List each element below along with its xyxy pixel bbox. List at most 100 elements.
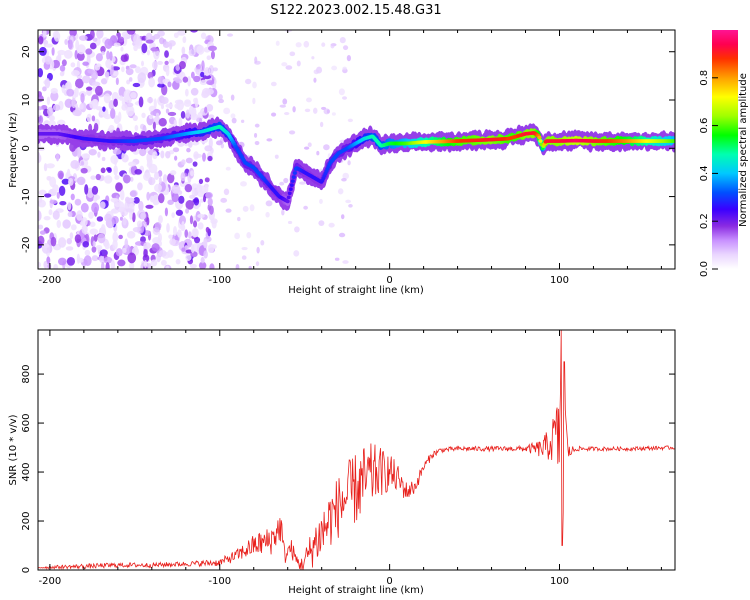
spectrogram-marks [38, 30, 675, 269]
noise-blob [255, 261, 260, 267]
noise-blob [91, 185, 99, 195]
noise-blob [76, 253, 80, 264]
noise-blob [38, 261, 42, 268]
noise-blob [94, 64, 101, 71]
noise-blob [57, 170, 64, 180]
noise-blob [147, 71, 154, 80]
noise-blob [244, 78, 252, 85]
noise-blob [129, 190, 137, 197]
noise-blob [200, 32, 207, 40]
noise-blob [146, 216, 150, 226]
noise-blob [215, 140, 223, 146]
noise-blob [76, 51, 85, 61]
noise-blob [241, 255, 247, 260]
noise-blob [44, 55, 52, 65]
noise-blob [115, 182, 123, 192]
noise-blob [48, 209, 53, 216]
noise-blob [71, 70, 80, 77]
noise-blob [125, 68, 134, 76]
noise-blob [152, 151, 158, 160]
noise-blob [227, 33, 234, 37]
noise-blob [124, 196, 131, 204]
noise-blob [190, 243, 195, 254]
noise-blob [97, 233, 106, 244]
noise-blob [140, 60, 145, 67]
noise-blob [106, 50, 110, 61]
noise-blob [65, 246, 74, 251]
noise-blob [70, 159, 80, 169]
noise-blob [342, 260, 349, 264]
noise-blob [200, 256, 205, 264]
noise-blob [38, 110, 41, 117]
noise-blob [122, 247, 127, 254]
noise-blob [150, 110, 158, 116]
noise-blob [174, 103, 181, 109]
noise-blob [289, 51, 296, 57]
y-tick-label: 0 [21, 145, 32, 151]
noise-blob [193, 153, 203, 159]
noise-blob [283, 112, 290, 116]
noise-blob [339, 37, 346, 44]
noise-blob [111, 208, 117, 214]
noise-blob [103, 113, 112, 120]
noise-blob [304, 108, 311, 113]
noise-blob [66, 88, 75, 97]
noise-blob [196, 45, 205, 55]
noise-blob [157, 60, 163, 65]
noise-blob [206, 103, 214, 112]
noise-blob [150, 259, 158, 267]
noise-blob [164, 60, 169, 65]
noise-blob [254, 133, 258, 138]
noise-blob [61, 59, 67, 67]
noise-blob [240, 181, 247, 187]
noise-blob [95, 53, 103, 62]
noise-blob [122, 217, 127, 226]
noise-blob [63, 49, 73, 59]
noise-blob [175, 79, 183, 84]
noise-blob [146, 97, 154, 104]
noise-blob [91, 202, 100, 214]
noise-blob [337, 188, 344, 195]
noise-blob [183, 100, 192, 107]
y-tick-label: 0 [21, 567, 32, 573]
noise-blob [165, 103, 173, 108]
y-tick-label: -10 [21, 188, 32, 204]
noise-blob [182, 76, 189, 83]
noise-blob [148, 177, 156, 186]
noise-blob [180, 172, 186, 182]
noise-blob [254, 60, 261, 65]
noise-blob [312, 107, 318, 114]
colorbar-tick-label: 0.8 [699, 70, 710, 86]
noise-blob [275, 40, 280, 46]
noise-blob [209, 263, 215, 269]
noise-blob [99, 201, 106, 209]
noise-blob [204, 145, 213, 152]
noise-blob [43, 40, 49, 45]
colorbar-ticks: 0.0 0.2 0.4 0.6 0.8 [699, 70, 718, 277]
colorbar-tick-label: 0.2 [699, 213, 710, 229]
noise-blob [42, 86, 47, 92]
noise-blob [185, 254, 192, 262]
noise-blob [218, 94, 223, 100]
noise-blob [100, 78, 108, 85]
noise-blob [105, 59, 112, 69]
noise-blob [185, 157, 193, 164]
noise-blob [56, 191, 60, 199]
noise-blob [158, 176, 162, 185]
noise-blob [167, 249, 174, 258]
noise-blob [260, 240, 265, 246]
noise-blob [207, 197, 213, 206]
noise-blob [38, 210, 42, 222]
noise-blob [127, 252, 137, 264]
noise-blob [100, 51, 106, 56]
snr-series-line [38, 330, 675, 570]
noise-blob [342, 96, 348, 100]
noise-blob [67, 178, 74, 186]
noise-blob [76, 176, 86, 186]
y-tick-label: 20 [21, 45, 32, 58]
noise-blob [303, 205, 308, 210]
noise-blob [80, 92, 85, 103]
noise-blob [160, 150, 165, 159]
y-tick-label: 10 [21, 94, 32, 107]
